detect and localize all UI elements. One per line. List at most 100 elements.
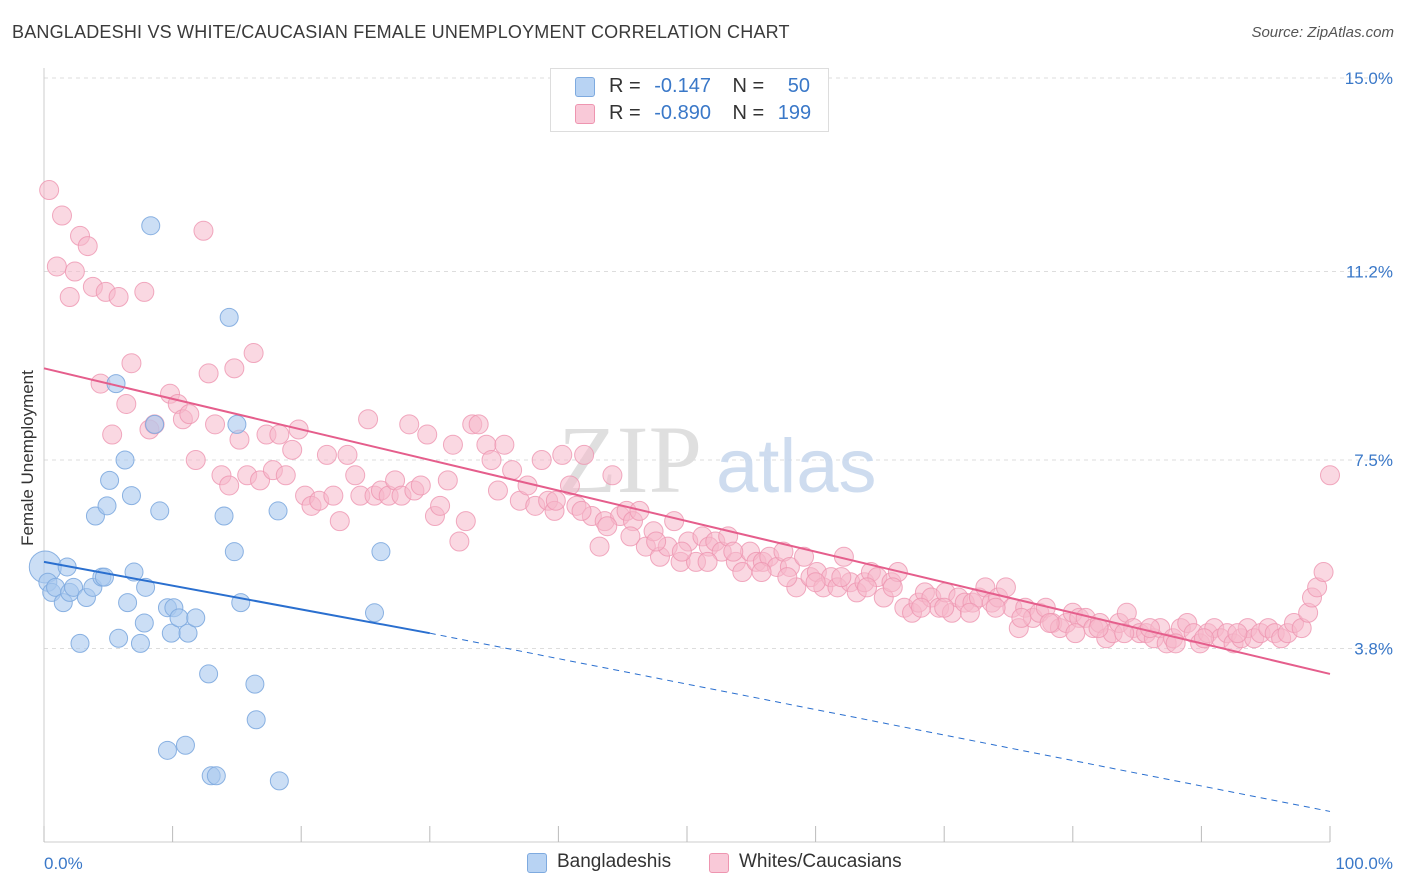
- chart-title: BANGLADESHI VS WHITE/CAUCASIAN FEMALE UN…: [12, 22, 790, 42]
- point-whites: [449, 531, 470, 552]
- point-bangladeshis: [224, 542, 244, 562]
- x-tick-label: 0.0%: [44, 854, 83, 873]
- point-bangladeshis: [206, 766, 226, 786]
- point-whites: [646, 531, 667, 552]
- point-bangladeshis: [365, 603, 385, 623]
- watermark-atlas: atlas: [716, 424, 877, 509]
- point-whites: [531, 450, 552, 470]
- point-whites: [552, 444, 573, 465]
- point-whites: [468, 414, 489, 435]
- point-whites: [430, 495, 451, 516]
- point-bangladeshis: [115, 450, 135, 470]
- point-whites: [417, 424, 438, 445]
- point-whites: [1313, 562, 1334, 583]
- legend-n-label: N =: [732, 102, 765, 124]
- legend-n-label: N =: [732, 75, 765, 97]
- point-whites: [442, 434, 463, 455]
- bottom-legend-label: Bangladeshis: [557, 851, 672, 872]
- tick-labels: 3.8% 7.5% 11.2% 15.0% 0.0% 100.0%: [44, 69, 1393, 873]
- point-whites: [455, 511, 476, 532]
- point-whites: [77, 236, 98, 257]
- point-whites: [193, 220, 214, 241]
- point-whites: [995, 577, 1016, 598]
- point-bangladeshis: [124, 562, 144, 582]
- point-bangladeshis: [141, 216, 161, 236]
- point-whites: [116, 393, 137, 414]
- point-bangladeshis: [178, 623, 198, 643]
- point-whites: [46, 256, 67, 277]
- point-whites: [269, 424, 290, 445]
- point-whites: [1139, 618, 1160, 639]
- point-bangladeshis: [70, 633, 90, 653]
- point-bangladeshis: [64, 577, 84, 597]
- point-whites: [487, 480, 508, 501]
- point-whites: [671, 541, 692, 562]
- point-bangladeshis: [145, 414, 165, 434]
- point-whites: [857, 577, 878, 598]
- point-whites: [179, 404, 200, 425]
- trend-line-bangladeshis: [43, 560, 430, 635]
- point-whites: [59, 287, 80, 308]
- point-whites: [316, 444, 337, 465]
- grid-lines: [44, 77, 1392, 649]
- point-whites: [620, 526, 641, 547]
- point-whites: [559, 475, 580, 496]
- point-whites: [502, 460, 523, 481]
- series-bangladeshis-points: [28, 216, 391, 791]
- point-whites: [574, 444, 595, 465]
- point-bangladeshis: [246, 710, 266, 730]
- trend-lines: [43, 367, 1331, 812]
- y-tick-label: 3.8%: [1354, 639, 1393, 658]
- point-bangladeshis: [94, 567, 114, 587]
- point-bangladeshis: [199, 664, 219, 684]
- point-whites: [243, 343, 264, 364]
- point-bangladeshis: [245, 674, 265, 694]
- point-whites: [198, 363, 219, 384]
- point-bangladeshis: [186, 608, 206, 628]
- legend-n-value: 50: [787, 75, 811, 97]
- point-bangladeshis: [269, 771, 289, 791]
- point-whites: [545, 490, 566, 511]
- point-whites: [777, 567, 798, 588]
- point-whites: [345, 465, 366, 486]
- point-whites: [1039, 612, 1060, 633]
- point-whites: [571, 500, 592, 521]
- point-whites: [1320, 465, 1340, 486]
- point-whites: [185, 450, 206, 470]
- series-whites-points: [39, 180, 1340, 654]
- point-whites: [323, 485, 344, 506]
- legend-swatch-blue: [575, 77, 595, 97]
- y-tick-label: 11.2%: [1346, 263, 1393, 282]
- point-bangladeshis: [371, 542, 391, 562]
- legend-r-label: R =: [609, 75, 641, 97]
- point-whites: [1227, 623, 1248, 644]
- correlation-legend: R = -0.147 N = 50 R = -0.890 N = 199: [550, 68, 829, 132]
- point-whites: [437, 470, 458, 491]
- point-whites: [102, 424, 123, 445]
- point-whites: [52, 205, 73, 226]
- trend-line-bangladeshis-extension: [429, 632, 1331, 812]
- point-whites: [805, 572, 826, 593]
- point-bangladeshis: [150, 501, 170, 521]
- point-bangladeshis: [268, 501, 288, 521]
- point-whites: [629, 500, 650, 521]
- point-whites: [882, 577, 903, 598]
- point-whites: [134, 281, 155, 302]
- y-axis-label: Female Unemployment: [18, 370, 37, 546]
- point-whites: [597, 516, 618, 537]
- bottom-legend-label: Whites/Caucasians: [739, 851, 902, 872]
- point-whites: [282, 439, 303, 460]
- point-whites: [751, 562, 772, 583]
- point-bangladeshis: [219, 307, 239, 327]
- point-bangladeshis: [121, 486, 141, 506]
- point-bangladeshis: [100, 470, 120, 490]
- watermark: ZIP atlas: [558, 406, 877, 513]
- point-whites: [64, 261, 85, 282]
- point-bangladeshis: [227, 414, 247, 434]
- legend-r-value: -0.147: [654, 75, 711, 97]
- bottom-legend-swatch-blue: [527, 853, 547, 873]
- point-bangladeshis: [136, 577, 156, 597]
- point-whites: [602, 465, 623, 486]
- point-whites: [985, 597, 1006, 618]
